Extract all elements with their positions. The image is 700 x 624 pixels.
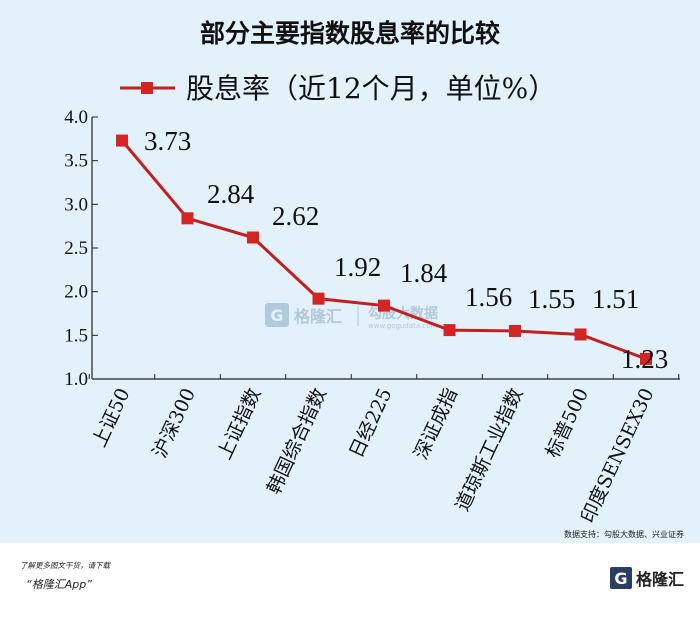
category-label: 上证50 bbox=[88, 385, 134, 451]
data-point bbox=[247, 231, 259, 244]
data-point bbox=[509, 324, 521, 337]
y-ticks: 4.0 3.5 3.0 2.5 2.0 1.5 1.0 bbox=[64, 107, 98, 390]
category-label: 印度SENSEX30 bbox=[577, 385, 659, 527]
data-point bbox=[443, 324, 456, 337]
footer-app-name: “格隆汇App” bbox=[26, 578, 92, 591]
y-tick-label: 1.0 bbox=[64, 369, 88, 390]
category-label: 日经225 bbox=[345, 385, 396, 462]
data-point bbox=[116, 134, 128, 147]
y-tick-label: 1.5 bbox=[64, 325, 88, 346]
legend: 股息率（近12个月，单位%） bbox=[120, 72, 556, 105]
watermark-brand: 格隆汇 bbox=[294, 307, 342, 326]
data-label: 1.51 bbox=[592, 284, 639, 314]
chart-title: 部分主要指数股息率的比较 bbox=[200, 19, 500, 48]
category-label: 道琼斯工业指数 bbox=[451, 385, 527, 515]
data-label: 1.56 bbox=[465, 282, 512, 312]
series bbox=[116, 134, 652, 365]
category-label: 韩国综合指数 bbox=[263, 385, 331, 498]
category-label: 上证指数 bbox=[213, 385, 265, 463]
data-labels: 3.73 2.84 2.62 1.92 1.84 1.56 1.55 1.51 1.23 bbox=[144, 126, 668, 374]
watermark-url: www.gogudata.com bbox=[368, 322, 437, 330]
data-label: 1.84 bbox=[400, 258, 448, 288]
source-note: 数据支持：勾股大数据、兴业证券 bbox=[564, 529, 684, 539]
data-point bbox=[312, 292, 325, 305]
data-point bbox=[640, 352, 652, 365]
data-label: 1.23 bbox=[621, 344, 668, 374]
data-label: 1.55 bbox=[528, 284, 575, 314]
logo-icon: G bbox=[609, 567, 632, 589]
data-point bbox=[574, 328, 587, 341]
category-label: 深证成指 bbox=[410, 385, 462, 463]
legend-label: 股息率（近12个月，单位%） bbox=[186, 72, 556, 105]
footer-logo: G 格隆汇 bbox=[609, 566, 684, 590]
y-tick-label: 3.5 bbox=[64, 151, 88, 172]
y-tick-label: 4.0 bbox=[64, 107, 88, 128]
y-tick-label: 3.0 bbox=[64, 194, 88, 215]
watermark-logo-icon bbox=[265, 303, 289, 327]
data-point bbox=[181, 212, 194, 225]
legend-marker bbox=[141, 82, 153, 94]
data-point bbox=[378, 299, 390, 312]
chart: 部分主要指数股息率的比较 股息率（近12个月，单位%） G 格隆汇 勾股大数据 … bbox=[64, 19, 684, 539]
footer: 了解更多图文干货，请下载 “格隆汇App” G 格隆汇 bbox=[0, 543, 700, 624]
footer-note: 了解更多图文干货，请下载 bbox=[20, 561, 110, 570]
data-label: 3.73 bbox=[144, 126, 191, 156]
data-label: 2.62 bbox=[272, 201, 319, 231]
x-ticks bbox=[88, 374, 680, 379]
watermark-logo-letter: G bbox=[270, 306, 283, 325]
y-tick-label: 2.5 bbox=[64, 238, 88, 259]
y-tick-label: 2.0 bbox=[64, 282, 88, 303]
category-label: 沪深300 bbox=[149, 385, 200, 462]
data-label: 1.92 bbox=[334, 252, 381, 282]
category-label: 标普500 bbox=[542, 385, 593, 462]
logo-text: 格隆汇 bbox=[635, 570, 684, 589]
data-label: 2.84 bbox=[207, 179, 255, 209]
